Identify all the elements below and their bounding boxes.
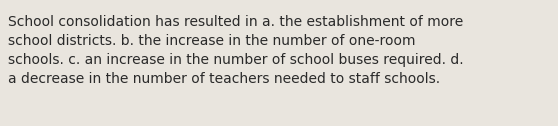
Text: School consolidation has resulted in a. the establishment of more
school distric: School consolidation has resulted in a. … — [8, 15, 464, 86]
